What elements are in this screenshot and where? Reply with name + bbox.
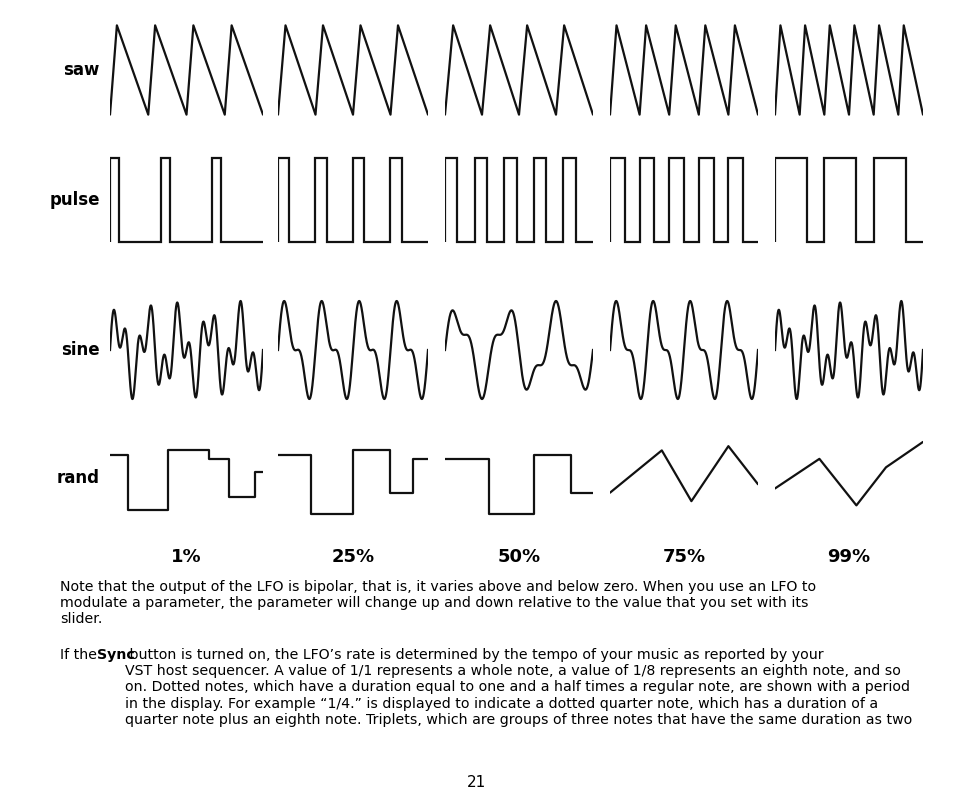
Text: If the: If the (60, 648, 101, 662)
Text: saw: saw (64, 61, 100, 79)
Text: rand: rand (57, 469, 100, 487)
Text: Sync: Sync (97, 648, 134, 662)
Text: 25%: 25% (331, 548, 375, 566)
Text: 75%: 75% (661, 548, 705, 566)
Text: button is turned on, the LFO’s rate is determined by the tempo of your music as : button is turned on, the LFO’s rate is d… (125, 648, 911, 727)
Text: sine: sine (61, 341, 100, 359)
Text: 50%: 50% (497, 548, 540, 566)
Text: 21: 21 (467, 775, 486, 790)
Text: pulse: pulse (50, 191, 100, 209)
Text: Note that the output of the LFO is bipolar, that is, it varies above and below z: Note that the output of the LFO is bipol… (60, 580, 815, 626)
Text: 1%: 1% (171, 548, 201, 566)
Text: 99%: 99% (826, 548, 870, 566)
